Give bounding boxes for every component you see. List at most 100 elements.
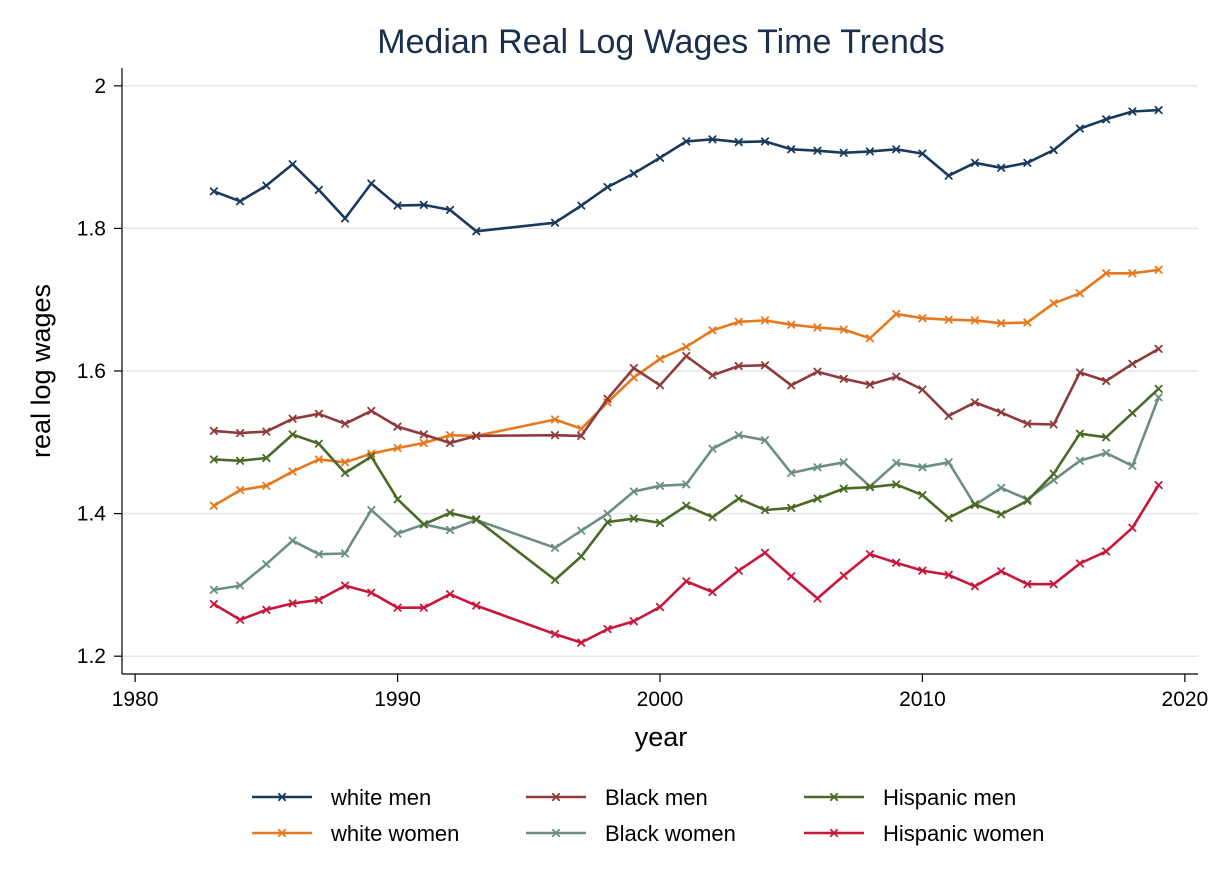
data-point-marker <box>445 590 455 599</box>
data-point-marker <box>892 558 901 567</box>
series-black-men <box>209 344 1163 448</box>
data-point-marker <box>787 381 796 390</box>
series-line <box>212 347 1160 445</box>
data-point-marker <box>419 430 428 439</box>
data-point-marker <box>419 603 428 612</box>
series-hispanic-women <box>209 480 1163 647</box>
data-point-marker <box>314 185 323 195</box>
axis-ticks: 1.2 1.4 1.6 1.8 2 1980 1990 2000 2010 2020 <box>77 75 1208 711</box>
data-point-marker <box>472 515 481 524</box>
data-point-marker <box>760 505 770 515</box>
data-point-marker <box>918 463 927 472</box>
data-point-marker <box>865 483 875 492</box>
data-point-marker <box>839 458 848 467</box>
chart-title: Median Real Log Wages Time Trends <box>377 23 945 61</box>
data-point-marker <box>577 431 586 440</box>
data-point-marker <box>760 548 770 557</box>
data-point-marker <box>708 135 717 144</box>
data-point-marker <box>419 438 428 448</box>
data-point-marker <box>288 160 297 169</box>
data-point-marker <box>314 439 323 448</box>
data-point-marker <box>918 385 927 394</box>
data-point-marker <box>944 513 953 522</box>
data-point-marker <box>839 325 848 334</box>
y-tick-label: 1.2 <box>77 645 106 668</box>
data-point-marker <box>839 148 848 157</box>
data-point-marker <box>550 218 560 227</box>
data-point-marker <box>865 380 875 389</box>
data-point-marker <box>550 629 560 639</box>
data-point-marker <box>340 549 350 558</box>
data-point-marker <box>1023 580 1032 589</box>
data-point-marker <box>629 364 638 373</box>
data-point-marker <box>655 354 665 363</box>
data-point-marker <box>682 342 691 351</box>
data-point-marker <box>997 510 1006 519</box>
data-point-marker <box>892 309 901 319</box>
data-point-marker <box>262 481 271 490</box>
data-point-marker <box>682 137 691 146</box>
data-point-marker <box>1102 448 1111 458</box>
data-point-marker <box>655 153 665 162</box>
x-tick-label: 1980 <box>112 688 159 711</box>
data-point-marker <box>1049 420 1058 429</box>
series-line <box>212 268 1160 508</box>
data-point-marker <box>314 409 323 418</box>
data-point-marker <box>209 501 218 510</box>
data-point-marker <box>1023 158 1032 167</box>
data-point-marker <box>1023 419 1032 428</box>
data-point-marker <box>445 438 455 448</box>
data-point-marker <box>603 394 612 403</box>
data-point-marker <box>970 316 980 325</box>
y-tick-label: 1.6 <box>77 360 106 383</box>
data-point-marker <box>550 415 560 424</box>
data-point-marker <box>419 520 428 529</box>
data-point-marker <box>209 585 218 594</box>
data-point-marker <box>655 381 665 390</box>
data-point-marker <box>235 615 245 624</box>
data-point-marker <box>603 509 612 518</box>
data-point-marker <box>839 484 848 493</box>
data-point-marker <box>970 582 980 591</box>
data-point-marker <box>997 319 1006 328</box>
data-point-marker <box>629 487 638 496</box>
data-point-marker <box>813 146 822 155</box>
data-point-marker <box>944 411 953 421</box>
data-point-marker <box>629 169 638 178</box>
data-point-marker <box>1128 359 1137 368</box>
data-point-marker <box>288 467 297 476</box>
data-point-marker <box>734 317 743 326</box>
data-point-marker <box>235 485 245 495</box>
data-point-marker <box>734 494 743 503</box>
data-point-marker <box>892 372 901 381</box>
data-point-marker <box>708 444 717 453</box>
data-point-marker <box>997 483 1006 493</box>
data-point-marker <box>787 145 796 154</box>
data-point-marker <box>892 145 901 154</box>
data-point-marker <box>813 323 822 332</box>
data-point-marker <box>813 594 822 603</box>
data-point-marker <box>367 588 376 597</box>
data-point-marker <box>682 501 691 510</box>
data-point-marker <box>1049 145 1058 155</box>
data-point-marker <box>787 320 796 329</box>
data-point-marker <box>1154 384 1163 393</box>
data-point-marker <box>209 426 218 435</box>
series-white-men <box>209 105 1163 236</box>
data-point-marker <box>1154 480 1163 490</box>
data-point-marker <box>813 494 822 503</box>
data-point-marker <box>288 599 297 608</box>
legend: white men white women Black men Black women… <box>252 785 1044 846</box>
data-point-marker <box>445 525 455 535</box>
y-axis-title: real log wages <box>26 284 56 458</box>
data-point-marker <box>708 326 717 335</box>
data-point-marker <box>839 571 848 580</box>
data-point-marker <box>892 458 901 468</box>
data-point-marker <box>734 431 743 440</box>
data-point-marker <box>1102 269 1111 278</box>
x-tick-label: 1990 <box>374 688 421 711</box>
data-point-marker <box>472 431 481 440</box>
data-point-marker <box>1075 559 1085 568</box>
